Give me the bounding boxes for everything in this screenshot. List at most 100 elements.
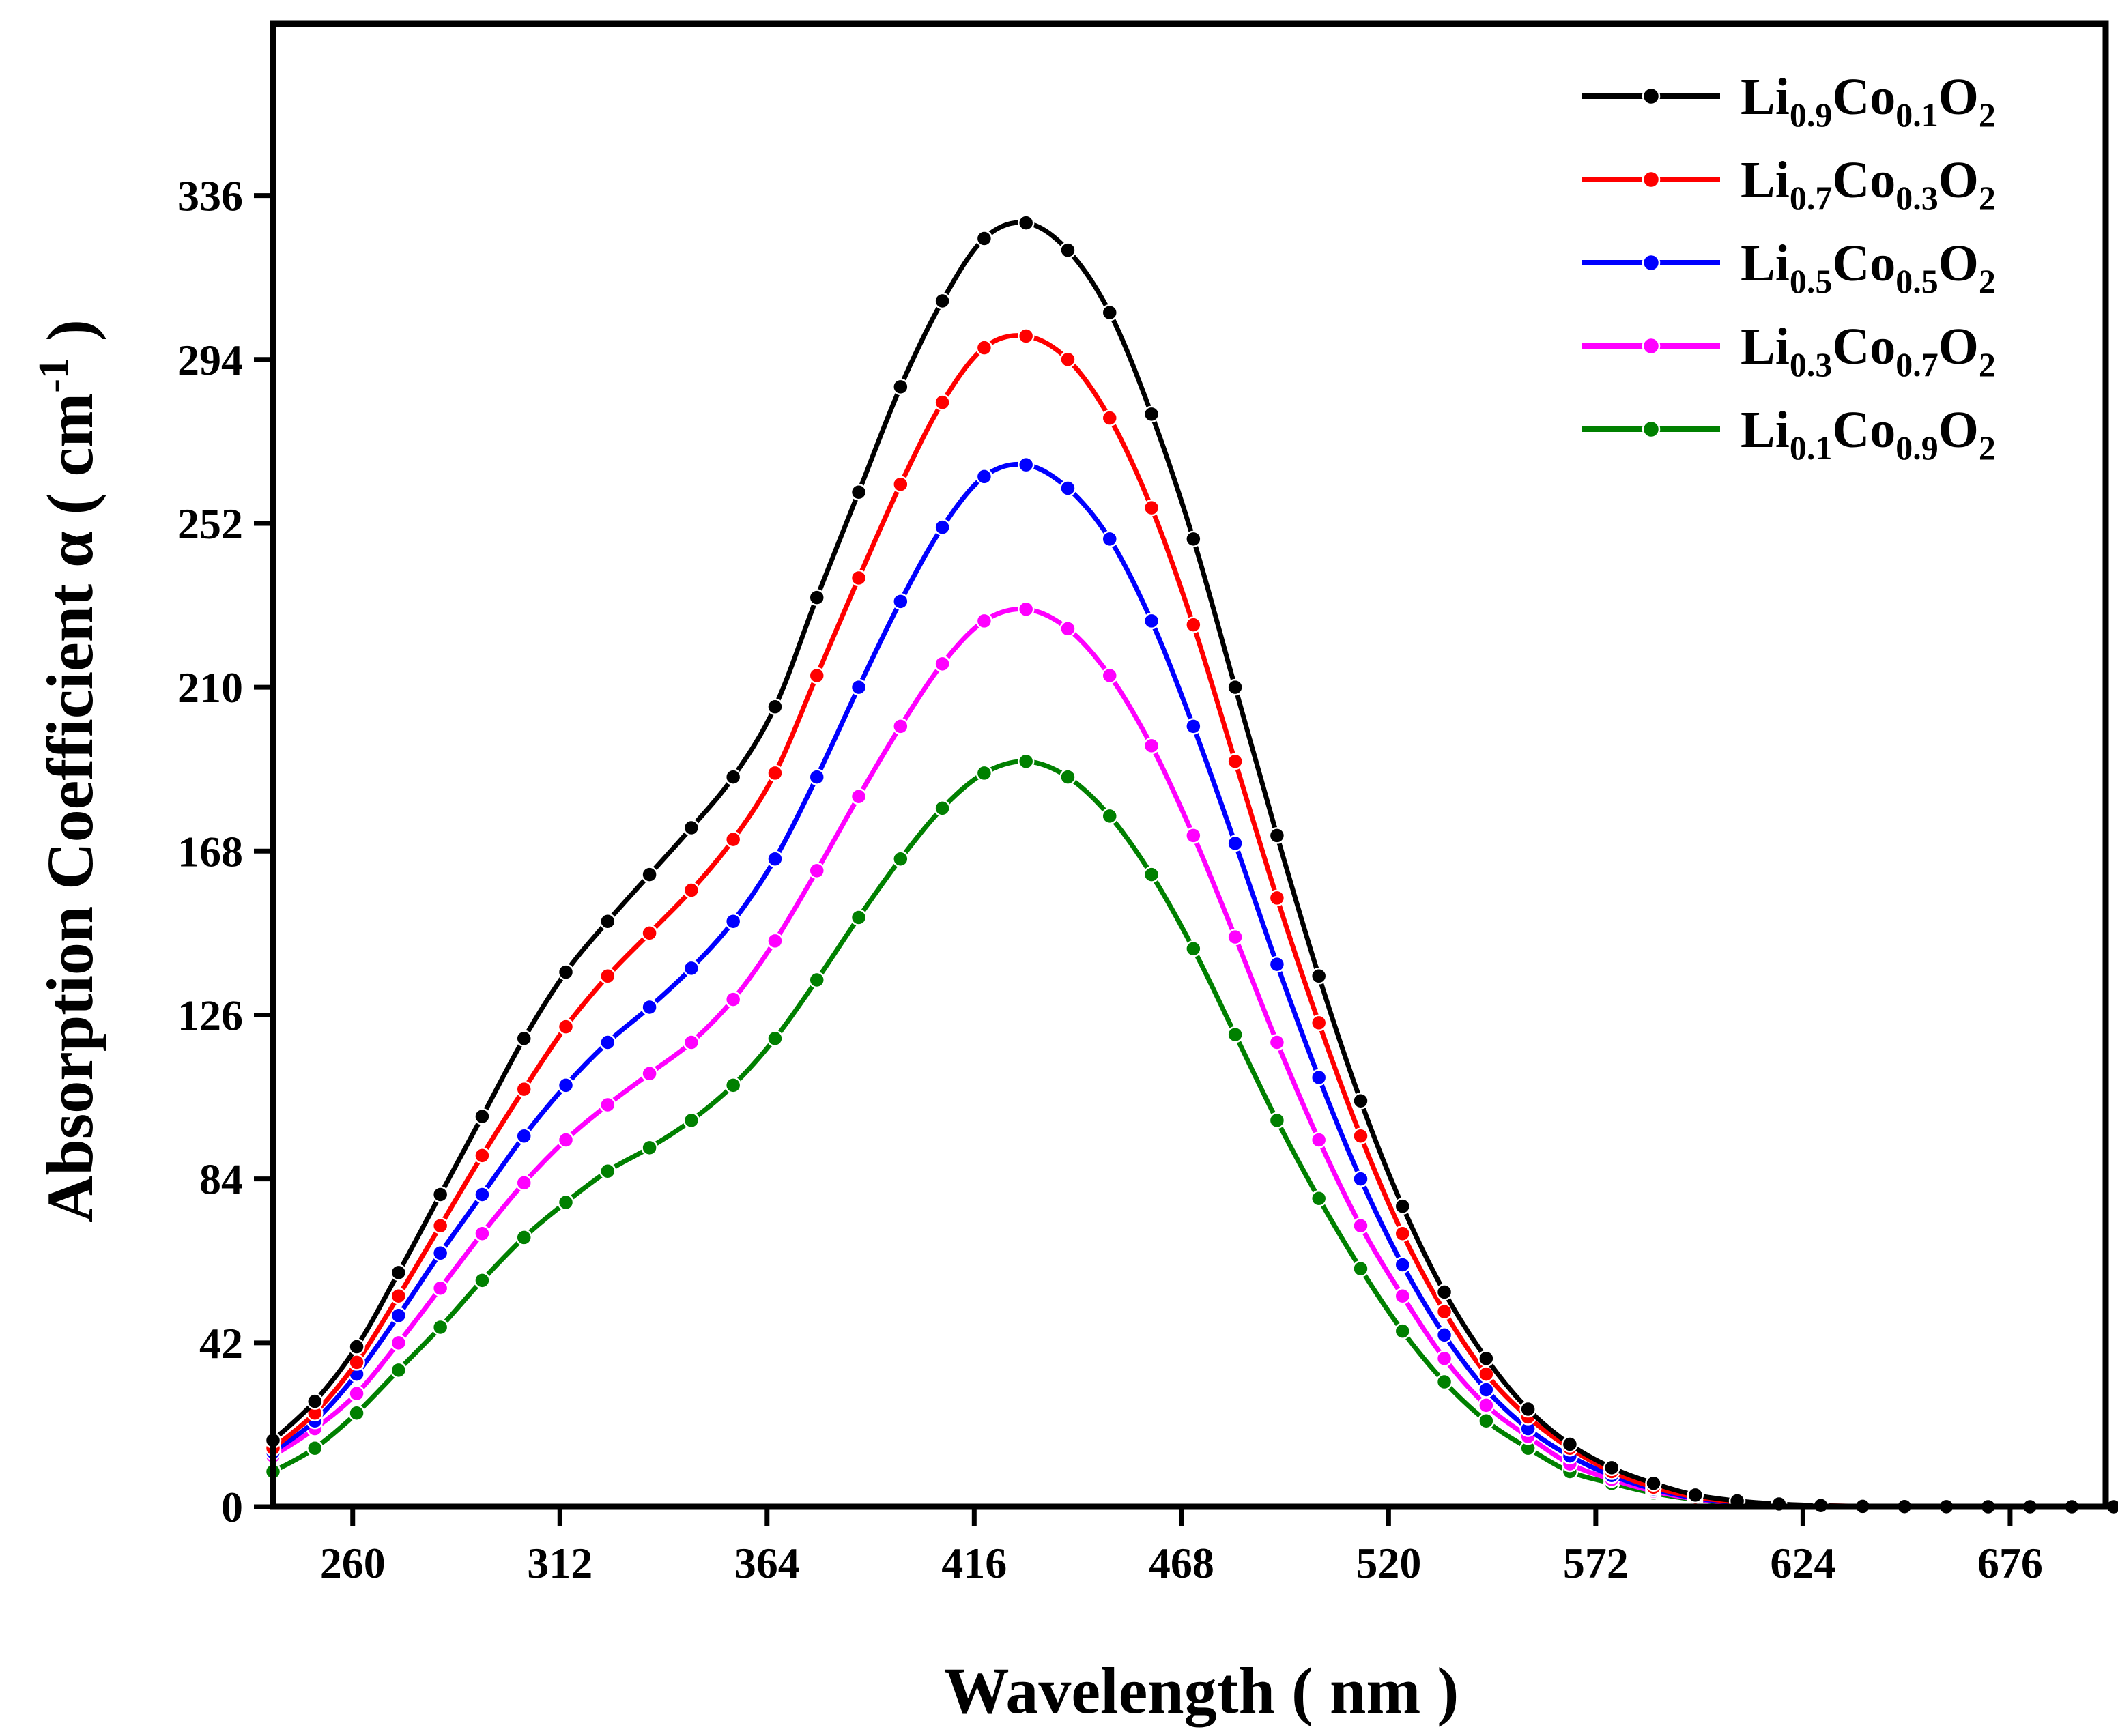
data-point xyxy=(1268,1034,1286,1051)
legend-subscript: 0.3 xyxy=(1895,179,1938,217)
y-tick-label: 0 xyxy=(221,1483,243,1531)
data-point xyxy=(934,800,951,817)
data-point xyxy=(641,1139,658,1157)
data-point xyxy=(1059,351,1076,368)
data-point xyxy=(808,862,825,880)
legend-item: Li0.5Co0.5O2 xyxy=(1582,235,1996,300)
y-axis: 0 42 84 126 168 210 252 294 336 xyxy=(177,172,273,1531)
legend-element: O xyxy=(1938,235,1979,292)
y-tick-label: 84 xyxy=(199,1155,243,1204)
legend-element: O xyxy=(1938,318,1979,375)
x-tick-label: 416 xyxy=(941,1539,1007,1587)
data-point xyxy=(1017,601,1035,618)
data-point xyxy=(1603,1459,1620,1477)
legend-swatch-marker xyxy=(1642,336,1661,356)
legend-label: Li0.5Co0.5O2 xyxy=(1741,235,1996,300)
data-point xyxy=(1352,1170,1369,1187)
data-point xyxy=(1352,1217,1369,1234)
legend-label: Li0.9Co0.1O2 xyxy=(1741,68,1996,134)
y-tick-label: 252 xyxy=(177,500,243,548)
legend-element: Co xyxy=(1832,68,1895,126)
data-point xyxy=(975,612,993,630)
data-point xyxy=(1352,1260,1369,1277)
data-point xyxy=(1435,1284,1453,1301)
y-tick-label: 336 xyxy=(177,172,243,220)
data-point xyxy=(1394,1256,1412,1273)
data-point xyxy=(599,1096,616,1114)
data-point xyxy=(975,230,993,247)
x-tick-label: 364 xyxy=(734,1539,800,1587)
data-point xyxy=(1101,304,1119,321)
x-tick-label: 676 xyxy=(1977,1539,2043,1587)
legend-subscript: 2 xyxy=(1979,429,1996,467)
data-point xyxy=(1059,768,1076,785)
x-axis: 260 312 364 416 468 520 572 624 676 xyxy=(320,1507,2043,1587)
data-point xyxy=(1268,889,1286,907)
data-point xyxy=(348,1385,365,1402)
legend-element: O xyxy=(1938,401,1979,459)
data-point xyxy=(1394,1198,1412,1215)
data-point xyxy=(1268,955,1286,973)
plot-frame xyxy=(270,20,2109,1510)
data-point xyxy=(1017,456,1035,474)
data-point xyxy=(1435,1327,1453,1344)
data-point xyxy=(1185,616,1202,633)
legend-label: Li0.1Co0.9O2 xyxy=(1741,401,1996,467)
data-point xyxy=(1435,1303,1453,1320)
legend-swatch-marker xyxy=(1642,253,1661,272)
data-point xyxy=(348,1404,365,1422)
x-tick-label: 624 xyxy=(1770,1539,1835,1587)
legend-subscript: 2 xyxy=(1979,96,1996,134)
data-point xyxy=(1394,1287,1412,1305)
data-point xyxy=(892,476,909,493)
data-point xyxy=(390,1264,407,1282)
legend-element: Co xyxy=(1832,401,1895,459)
data-point xyxy=(934,394,951,411)
data-point xyxy=(1352,1093,1369,1110)
x-tick-label: 520 xyxy=(1356,1539,1421,1587)
series-layer xyxy=(264,214,2118,1516)
data-point xyxy=(1268,827,1286,844)
legend-subscript: 0.5 xyxy=(1790,262,1833,300)
data-point xyxy=(975,764,993,782)
data-point xyxy=(683,959,700,977)
y-axis-title-main: Absorption Coefficient α ( cm xyxy=(33,393,106,1223)
data-point xyxy=(1101,530,1119,548)
data-point xyxy=(515,1229,532,1246)
legend-element: Li xyxy=(1741,401,1790,459)
data-point xyxy=(1059,242,1076,259)
data-point xyxy=(850,909,868,926)
data-point xyxy=(724,1077,742,1094)
y-tick-label: 168 xyxy=(177,827,243,876)
legend-subscript: 0.9 xyxy=(1895,429,1938,467)
data-point xyxy=(683,1034,700,1051)
data-point xyxy=(934,519,951,536)
data-point xyxy=(1143,612,1160,630)
data-point xyxy=(850,787,868,805)
data-point xyxy=(850,569,868,587)
data-point xyxy=(767,1030,784,1047)
legend-element: Li xyxy=(1741,68,1790,126)
data-point xyxy=(641,925,658,942)
data-point xyxy=(599,1034,616,1051)
data-point xyxy=(1310,1189,1328,1207)
data-point xyxy=(1143,499,1160,517)
legend-subscript: 0.3 xyxy=(1790,345,1833,384)
data-point xyxy=(474,1108,491,1125)
legend-subscript: 2 xyxy=(1979,345,1996,384)
y-axis-title-suffix: ) xyxy=(33,319,106,358)
data-point xyxy=(1059,620,1076,637)
data-point xyxy=(390,1287,407,1305)
data-point xyxy=(934,292,951,310)
data-point xyxy=(767,850,784,867)
data-point xyxy=(1059,480,1076,497)
legend-subscript: 0.1 xyxy=(1895,96,1938,134)
data-point xyxy=(599,912,616,930)
legend-subscript: 0.5 xyxy=(1895,262,1938,300)
data-point xyxy=(1394,1322,1412,1340)
data-point xyxy=(767,698,784,715)
legend-element: Li xyxy=(1741,318,1790,375)
legend-element: O xyxy=(1938,151,1979,209)
data-point xyxy=(515,1174,532,1191)
data-point xyxy=(1017,328,1035,345)
